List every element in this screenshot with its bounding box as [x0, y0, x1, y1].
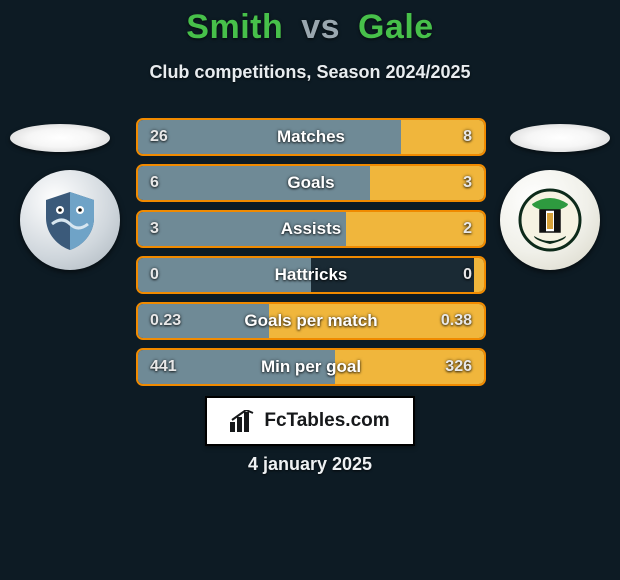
stat-bar-right	[269, 304, 484, 338]
stat-row: 32Assists	[136, 210, 486, 248]
page-title: Smith vs Gale	[0, 8, 620, 47]
club-crest-right	[500, 170, 600, 270]
stat-bar-right	[370, 166, 484, 200]
stat-bar-right	[346, 212, 484, 246]
stat-bar-left	[138, 212, 346, 246]
fctables-text: FcTables.com	[264, 410, 389, 432]
highlight-ellipse-left	[10, 124, 110, 152]
club-shield-right-icon	[518, 188, 582, 252]
stat-bar-right	[401, 120, 484, 154]
stat-bar-left	[138, 120, 401, 154]
highlight-ellipse-right	[510, 124, 610, 152]
player2-name: Gale	[358, 8, 434, 46]
fctables-logo-icon	[230, 410, 256, 432]
stage: Smith vs Gale Club competitions, Season …	[0, 0, 620, 580]
fctables-badge: FcTables.com	[205, 396, 415, 446]
club-crest-left	[20, 170, 120, 270]
stat-bar-left	[138, 304, 269, 338]
stat-row: 268Matches	[136, 118, 486, 156]
stat-bar-left	[138, 258, 311, 292]
stat-row: 441326Min per goal	[136, 348, 486, 386]
stat-row: 63Goals	[136, 164, 486, 202]
vs-label: vs	[293, 8, 348, 46]
player1-name: Smith	[186, 8, 283, 46]
stat-bar-right	[335, 350, 484, 384]
stat-bar-left	[138, 350, 335, 384]
comparison-bars: 268Matches 63Goals 32Assists 00Hattricks 0.2…	[136, 118, 486, 394]
stat-value-right: 0	[463, 258, 472, 292]
stat-row: 0.230.38Goals per match	[136, 302, 486, 340]
club-shield-left-icon	[38, 188, 102, 252]
stat-bar-right	[474, 258, 484, 292]
date-label: 4 january 2025	[0, 454, 620, 475]
stat-row: 00Hattricks	[136, 256, 486, 294]
stat-bar-left	[138, 166, 370, 200]
subtitle: Club competitions, Season 2024/2025	[0, 62, 620, 83]
